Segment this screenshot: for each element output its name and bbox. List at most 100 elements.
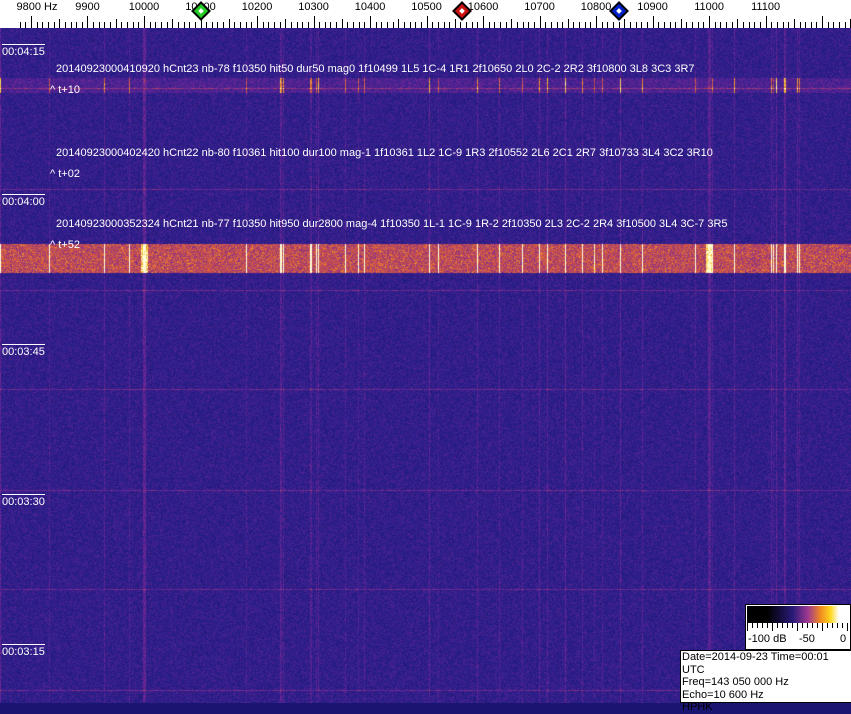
info-echo: Echo=10 600 Hz xyxy=(682,688,764,701)
axis-tick xyxy=(540,16,541,28)
axis-tick xyxy=(489,22,490,28)
axis-tick xyxy=(172,19,173,28)
axis-tick xyxy=(189,22,190,28)
axis-tick xyxy=(330,22,331,28)
axis-tick xyxy=(99,22,100,28)
time-label: 00:04:15 xyxy=(2,44,45,58)
axis-tick xyxy=(308,22,309,28)
info-freq: Freq=143 050 000 Hz xyxy=(682,676,789,688)
axis-tick xyxy=(217,22,218,28)
axis-tick xyxy=(364,22,365,28)
axis-tick xyxy=(449,22,450,28)
axis-tick xyxy=(280,22,281,28)
axis-tick xyxy=(161,22,162,28)
axis-tick xyxy=(398,19,399,28)
axis-tick xyxy=(545,22,546,28)
axis-tick xyxy=(602,22,603,28)
colorbar-tick xyxy=(807,623,808,628)
spectrogram-canvas xyxy=(0,28,851,703)
colorbar-tick xyxy=(767,623,768,628)
axis-tick xyxy=(54,22,55,28)
frequency-axis: 9800 Hz990010000101001020010300104001050… xyxy=(0,0,851,28)
colorbar-label-max: 0 xyxy=(840,633,847,645)
axis-tick xyxy=(709,16,710,28)
axis-tick xyxy=(822,16,823,28)
x-tick-label: 10800 xyxy=(580,1,612,13)
x-tick-label: 10700 xyxy=(524,1,555,13)
colorbar-label-min: -100 dB xyxy=(748,633,787,645)
axis-tick xyxy=(71,22,72,28)
axis-tick xyxy=(167,22,168,28)
axis-tick xyxy=(619,22,620,28)
meteor-echo-annotation: 20140923000402420 hCnt22 nb-80 f10361 hi… xyxy=(56,147,713,159)
axis-tick xyxy=(20,22,21,28)
axis-tick xyxy=(477,22,478,28)
axis-tick xyxy=(483,16,484,28)
axis-tick xyxy=(342,19,343,28)
axis-tick xyxy=(811,22,812,28)
x-tick-label: 9800 Hz xyxy=(16,1,58,13)
colorbar-tick xyxy=(842,623,843,628)
colorbar-tick xyxy=(787,623,788,628)
colorbar: -100 dB -50 0 xyxy=(745,604,851,650)
axis-tick xyxy=(692,22,693,28)
axis-tick xyxy=(455,19,456,28)
axis-tick xyxy=(816,22,817,28)
axis-tick xyxy=(59,19,60,28)
x-tick-label: 10400 xyxy=(354,1,386,13)
axis-tick xyxy=(703,22,704,28)
axis-tick xyxy=(223,22,224,28)
axis-tick xyxy=(670,22,671,28)
axis-tick xyxy=(568,19,569,28)
colorbar-tick xyxy=(837,623,838,628)
axis-tick xyxy=(87,16,88,28)
axis-tick xyxy=(336,22,337,28)
axis-tick xyxy=(557,22,558,28)
colorbar-tick xyxy=(822,623,823,631)
axis-tick xyxy=(732,22,733,28)
axis-tick xyxy=(800,22,801,28)
axis-tick xyxy=(828,22,829,28)
axis-tick xyxy=(845,22,846,28)
axis-tick xyxy=(393,22,394,28)
colorbar-tick xyxy=(832,623,833,628)
axis-tick xyxy=(630,22,631,28)
axis-tick xyxy=(754,22,755,28)
axis-tick xyxy=(178,22,179,28)
axis-tick xyxy=(647,22,648,28)
x-tick-label: 9900 xyxy=(75,1,100,13)
axis-tick xyxy=(573,22,574,28)
axis-tick xyxy=(607,22,608,28)
axis-tick xyxy=(291,22,292,28)
colorbar-gradient xyxy=(747,606,849,623)
time-offset-label: ^ t+02 xyxy=(50,168,80,180)
axis-tick xyxy=(376,22,377,28)
axis-tick xyxy=(110,22,111,28)
axis-tick xyxy=(771,22,772,28)
meteor-echo-annotation: 20140923000352324 hCnt21 nb-77 f10350 hi… xyxy=(56,218,728,230)
frequency-marker-icon[interactable] xyxy=(608,1,629,21)
x-tick-label: 11000 xyxy=(694,1,724,13)
axis-tick xyxy=(596,16,597,28)
colorbar-label-mid: -50 xyxy=(799,633,815,645)
axis-tick xyxy=(133,22,134,28)
axis-tick xyxy=(302,22,303,28)
x-tick-label: 10000 xyxy=(128,1,160,13)
colorbar-tick xyxy=(802,623,803,628)
axis-tick xyxy=(201,16,202,28)
axis-tick xyxy=(517,22,518,28)
axis-tick xyxy=(325,22,326,28)
x-tick-label: 10600 xyxy=(467,1,499,13)
axis-tick xyxy=(613,22,614,28)
axis-tick xyxy=(681,19,682,28)
axis-tick xyxy=(720,22,721,28)
x-tick-label: 10300 xyxy=(298,1,329,13)
axis-tick xyxy=(805,22,806,28)
axis-tick xyxy=(150,22,151,28)
x-tick-label: 10900 xyxy=(637,1,668,13)
axis-tick xyxy=(749,22,750,28)
axis-tick xyxy=(347,22,348,28)
colorbar-tick xyxy=(797,623,798,631)
axis-tick xyxy=(737,19,738,28)
axis-tick xyxy=(506,22,507,28)
